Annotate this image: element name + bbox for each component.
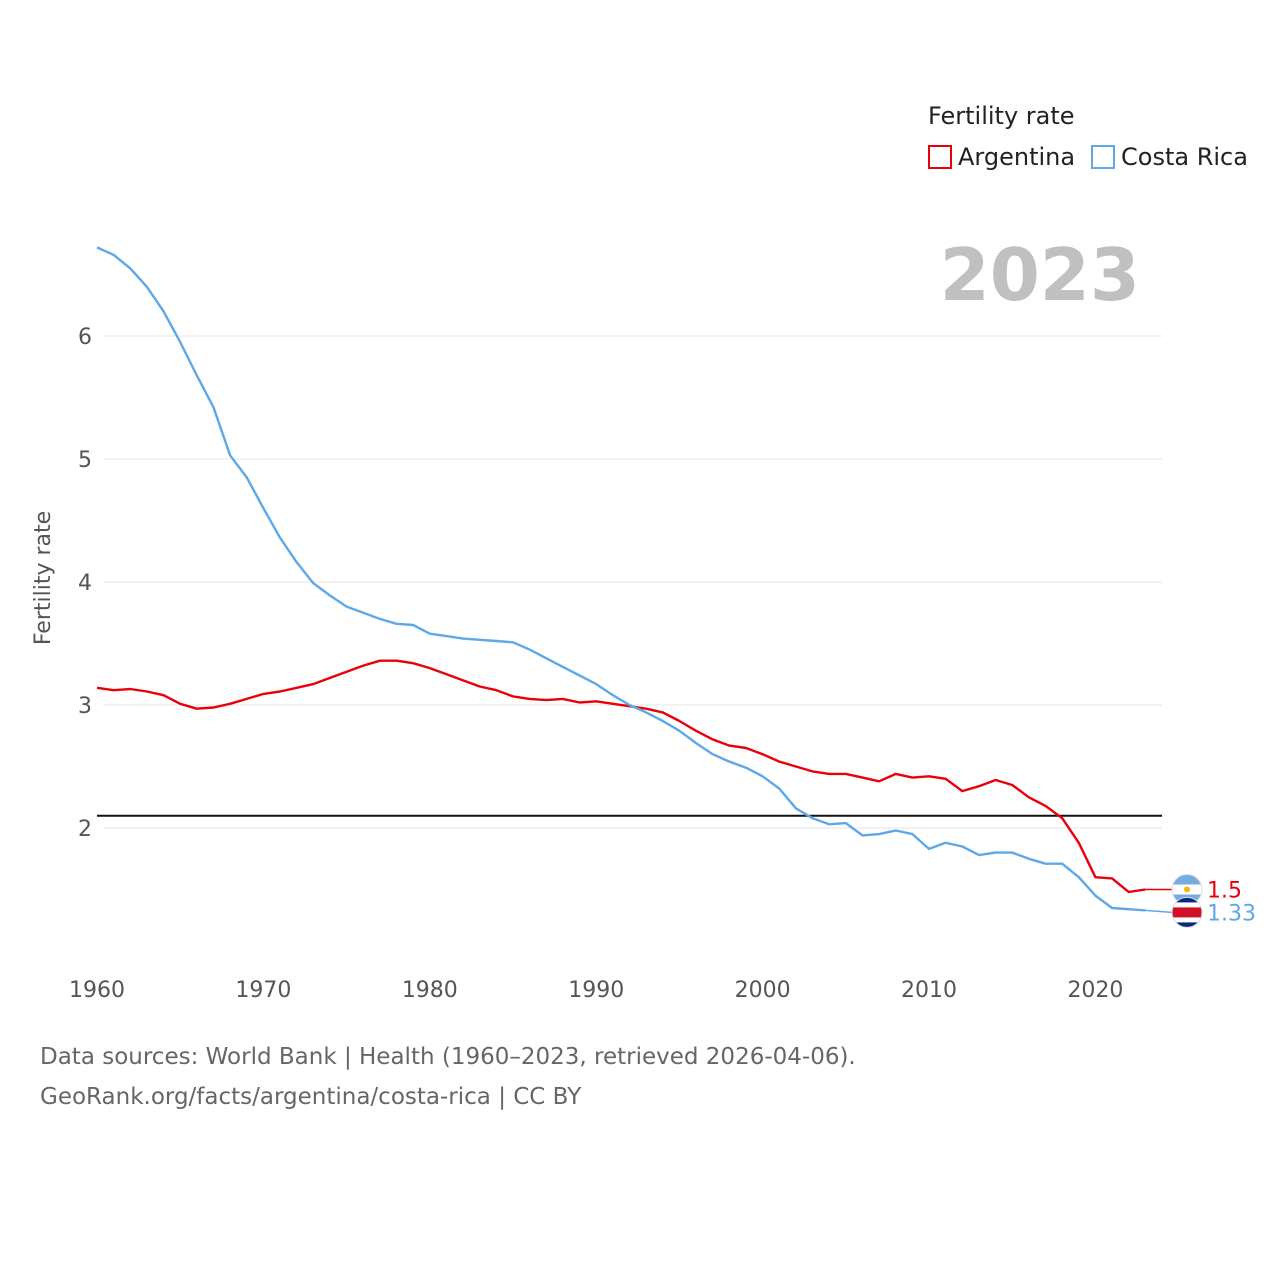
x-tick-label: 2000 bbox=[735, 978, 791, 1003]
end-markers: 1.51.33 bbox=[1145, 874, 1256, 928]
legend: Fertility rate Argentina Costa Rica bbox=[928, 102, 1248, 171]
data-source-note: Data sources: World Bank | Health (1960–… bbox=[40, 1044, 856, 1070]
legend-swatch-costa-rica bbox=[1091, 145, 1115, 169]
series-line-costa-rica[interactable] bbox=[96, 246, 1146, 912]
flag-costa-rica-icon bbox=[1171, 896, 1203, 928]
x-tick-label: 2010 bbox=[901, 978, 957, 1003]
y-tick-label: 6 bbox=[78, 325, 92, 350]
end-connector-costa-rica bbox=[1145, 909, 1173, 914]
y-tick-label: 4 bbox=[78, 571, 92, 596]
end-value-label-argentina: 1.5 bbox=[1207, 879, 1242, 904]
legend-item-costa-rica[interactable]: Costa Rica bbox=[1091, 143, 1248, 171]
y-tick-label: 2 bbox=[78, 817, 92, 842]
y-axis-title: Fertility rate bbox=[31, 511, 56, 645]
legend-label-costa-rica: Costa Rica bbox=[1121, 143, 1248, 171]
legend-label-argentina: Argentina bbox=[958, 143, 1075, 171]
x-tick-label: 1960 bbox=[69, 978, 125, 1003]
series-line-argentina[interactable] bbox=[96, 659, 1146, 894]
x-tick-label: 2020 bbox=[1067, 978, 1123, 1003]
x-axis-ticks: 1960 1970 1980 1990 2000 2010 2020 bbox=[69, 978, 1123, 1003]
license-note[interactable]: GeoRank.org/facts/argentina/costa-rica |… bbox=[40, 1084, 582, 1110]
legend-item-argentina[interactable]: Argentina bbox=[928, 143, 1075, 171]
x-tick-label: 1970 bbox=[235, 978, 291, 1003]
x-tick-label: 1990 bbox=[568, 978, 624, 1003]
legend-title: Fertility rate bbox=[928, 102, 1075, 130]
year-watermark: 2023 bbox=[940, 233, 1140, 317]
y-tick-label: 5 bbox=[78, 448, 92, 473]
series-lines bbox=[96, 246, 1146, 912]
gridlines bbox=[103, 335, 1162, 829]
legend-swatch-argentina bbox=[928, 145, 952, 169]
end-value-label-costa-rica: 1.33 bbox=[1207, 901, 1256, 926]
y-tick-label: 3 bbox=[78, 694, 92, 719]
x-tick-label: 1980 bbox=[402, 978, 458, 1003]
y-axis-ticks: 2 3 4 5 6 bbox=[78, 325, 92, 842]
